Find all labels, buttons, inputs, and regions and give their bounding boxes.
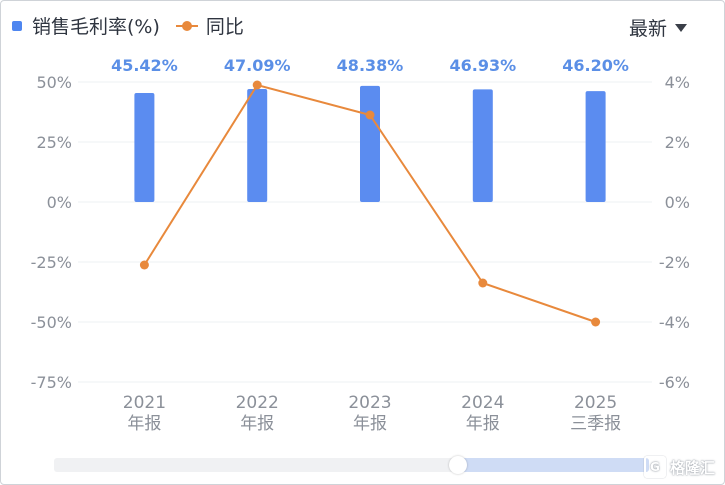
yoy-point (365, 110, 375, 120)
x-axis-tick-label: 年报 (240, 414, 274, 434)
bar (472, 89, 493, 202)
x-axis-tick-label: 2021 (123, 393, 166, 413)
left-axis-tick-label: -25% (31, 253, 72, 272)
right-axis-tick-label: -6% (659, 373, 690, 392)
right-axis-tick-label: 0% (665, 193, 690, 212)
right-axis-tick-label: -2% (659, 253, 690, 272)
left-axis-tick-label: 50% (36, 73, 72, 92)
yoy-point (591, 317, 601, 327)
left-axis-tick-label: -50% (31, 313, 72, 332)
watermark-text: 格隆汇 (669, 458, 715, 477)
right-axis-tick-label: 2% (665, 133, 690, 152)
line-swatch-icon (175, 20, 198, 31)
x-axis-tick-label: 2023 (348, 393, 391, 413)
bar (585, 91, 606, 202)
yoy-point (478, 278, 488, 288)
caret-down-icon (675, 23, 687, 32)
right-axis-tick-label: -4% (659, 313, 690, 332)
yoy-point (252, 80, 262, 90)
left-axis-tick-label: 0% (47, 193, 72, 212)
x-axis-tick-label: 2025 (574, 393, 617, 413)
right-axis-tick-label: 4% (665, 73, 690, 92)
bar (134, 92, 155, 202)
period-sort-dropdown[interactable]: 最新 (629, 14, 687, 41)
bar-swatch-icon (12, 20, 22, 31)
x-axis-tick-label: 年报 (127, 414, 161, 434)
yoy-point (139, 260, 149, 270)
x-axis-tick-label: 年报 (466, 414, 500, 434)
bar (360, 85, 380, 202)
range-drag-handle[interactable] (449, 456, 467, 474)
range-scroll-thumb[interactable] (449, 456, 649, 474)
bar-value-label: 45.42% (111, 56, 178, 75)
legend-item-yoy[interactable]: 同比 (175, 12, 244, 39)
legend: 销售毛利率(%) 同比 (12, 12, 260, 39)
x-axis-tick-label: 年报 (353, 414, 387, 434)
watermark-logo-icon: G (643, 456, 666, 478)
sort-label: 最新 (628, 18, 667, 40)
bar (247, 88, 268, 202)
legend-label-yoy: 同比 (205, 16, 244, 38)
legend-label-gross-margin: 销售毛利率(%) (32, 16, 160, 38)
bar-value-label: 48.38% (337, 56, 404, 75)
bar-value-label: 46.93% (449, 56, 516, 75)
left-axis-tick-label: -75% (31, 373, 72, 392)
legend-item-gross-margin[interactable]: 销售毛利率(%) (12, 12, 160, 39)
left-axis-tick-label: 25% (36, 133, 72, 152)
watermark: G 格隆汇 (643, 456, 715, 478)
x-axis-tick-label: 2024 (461, 393, 504, 413)
x-axis-tick-label: 三季报 (570, 414, 621, 434)
bar-value-label: 47.09% (224, 56, 291, 75)
x-axis-tick-label: 2022 (236, 393, 279, 413)
bar-value-label: 46.20% (562, 56, 629, 75)
range-scrollbar[interactable] (54, 456, 649, 474)
